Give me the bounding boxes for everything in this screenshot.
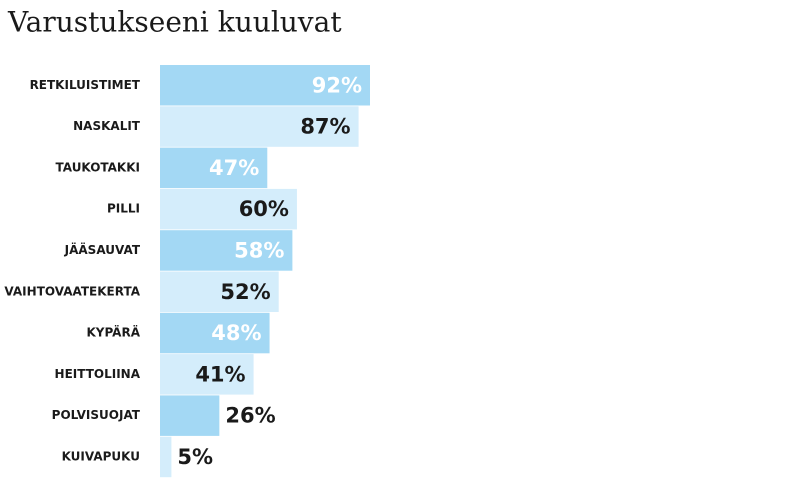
category-label: KUIVAPUKU (62, 449, 140, 463)
chart-title: Varustukseeni kuuluvat (7, 6, 342, 39)
value-label: 41% (195, 362, 245, 386)
bar (160, 271, 279, 312)
bar (160, 106, 359, 147)
bar (160, 354, 254, 395)
bar (160, 65, 370, 106)
category-label: POLVISUOJAT (52, 408, 141, 422)
category-label: JÄÄSAUVAT (64, 242, 141, 257)
value-label: 5% (177, 445, 213, 469)
value-label: 47% (209, 156, 259, 180)
category-label: HEITTOLIINA (55, 367, 141, 381)
value-label: 48% (211, 321, 261, 345)
value-label: 26% (225, 404, 275, 428)
category-label: VAIHTOVAATEKERTA (4, 284, 140, 298)
bar (160, 312, 270, 354)
bar (160, 436, 172, 478)
category-label: RETKILUISTIMET (30, 78, 141, 92)
bar (160, 395, 220, 436)
bar (160, 147, 268, 189)
value-label: 52% (220, 280, 270, 304)
value-label: 60% (239, 197, 289, 221)
value-label: 87% (300, 115, 350, 139)
category-label: PILLI (107, 202, 140, 216)
bar (160, 188, 297, 230)
value-label: 92% (312, 73, 362, 97)
bar (160, 230, 293, 271)
category-label: KYPÄRÄ (87, 325, 141, 340)
value-label: 58% (234, 238, 284, 262)
category-label: NASKALIT (73, 119, 141, 133)
category-label: TAUKOTAKKI (56, 160, 140, 174)
